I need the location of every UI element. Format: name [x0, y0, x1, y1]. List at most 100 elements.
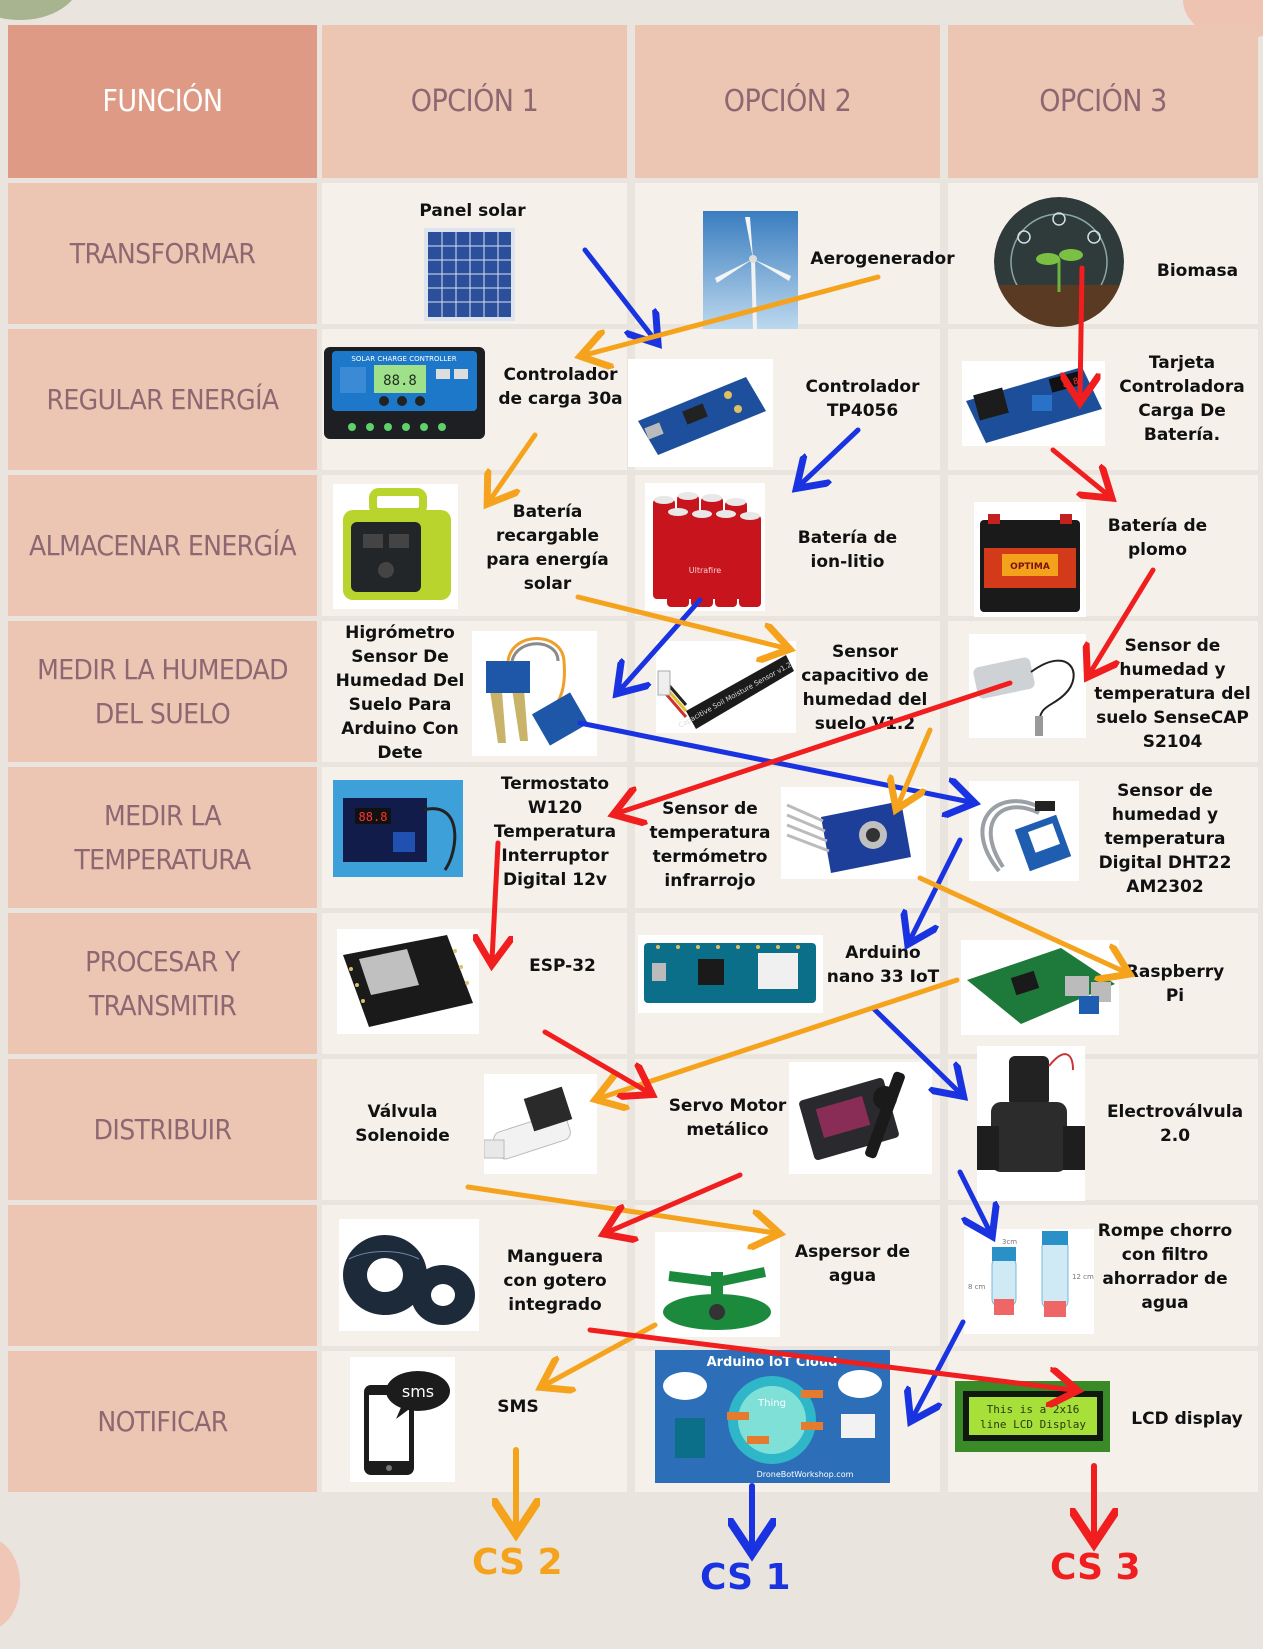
row-header: REGULAR ENERGÍA [8, 329, 317, 470]
capacitive-sensor-image: Capacitive Soil Moisture Sensor v1.2 [656, 641, 796, 733]
tp4056-image [628, 359, 773, 467]
label-aerogenerador: Aerogenerador [810, 249, 955, 269]
label-sensecap: Sensor de humedad y temperatura del suel… [1094, 636, 1251, 752]
hygrometer-image [472, 631, 597, 756]
arduino-nano-image [638, 935, 823, 1013]
cs2-label: CS 2 [472, 1542, 563, 1583]
row-header-label: DISTRIBUIR [93, 1112, 232, 1146]
arrow-cs2 [917, 875, 1125, 972]
row-header: NOTIFICAR [8, 1351, 317, 1492]
arrow-cs3 [608, 1172, 743, 1232]
filter-dim-3cm: 3cm [1002, 1238, 1017, 1246]
lithium-battery-image: Ultrafire [645, 483, 765, 611]
header-label: FUNCIÓN [102, 84, 223, 119]
filter-dim-12cm: 12 cm [1072, 1273, 1094, 1281]
lead-battery-image: OPTIMA [974, 502, 1086, 617]
label-sms: SMS [497, 1397, 539, 1417]
row-header-label: MEDIR LA HUMEDAD DEL SUELO [37, 653, 288, 730]
row-header-label: ALMACENAR ENERGÍA [29, 528, 297, 562]
arrow-cs1 [620, 597, 703, 690]
arrow-cs2 [575, 594, 785, 648]
thermostat-image: 88.8 [333, 780, 463, 877]
cs3-label: CS 3 [1050, 1547, 1141, 1588]
row-header: PROCESAR Y TRANSMITIR [8, 913, 317, 1054]
row-header: MEDIR LA TEMPERATURA [8, 767, 317, 908]
battery-brand-optima: OPTIMA [1010, 562, 1050, 572]
row-header [8, 1205, 317, 1346]
arrow-cs3 [618, 680, 1013, 813]
header-label: OPCIÓN 3 [1039, 84, 1167, 119]
arrow-cs2 [600, 977, 960, 1098]
label-valvula-solenoide: Válvula Solenoide [355, 1102, 450, 1146]
label-bateria-ion-litio: Batería de ion-litio [797, 528, 898, 572]
electrovalve-image [977, 1046, 1085, 1201]
solenoid-valve-image [484, 1074, 597, 1174]
solar-battery-image [333, 484, 458, 609]
row-header-label: NOTIFICAR [97, 1404, 228, 1438]
label-servo-motor: Servo Motor metálico [668, 1096, 787, 1140]
label-bateria-recargable: Batería recargable para energía solar [486, 502, 609, 594]
label-sensor-infrarrojo: Sensor de temperatura termómetro infrarr… [649, 799, 771, 891]
water-filter-image: 3cm 8 cm 12 cm [964, 1229, 1094, 1334]
arrow-cs1 [800, 427, 861, 485]
header-opcion-3: OPCIÓN 3 [948, 25, 1258, 178]
arrow-cs1 [870, 1005, 960, 1093]
label-bateria-plomo: Batería de plomo [1107, 516, 1208, 560]
header-funcion: FUNCIÓN [8, 25, 317, 178]
arrow-cs2 [898, 727, 933, 805]
header-label: OPCIÓN 1 [410, 84, 539, 119]
label-electrovalvula: Electroválvula 2.0 [1106, 1102, 1244, 1146]
arrow-cs2 [490, 432, 538, 500]
arduino-iot-cloud-image: Arduino IoT Cloud Thing DroneBotWorkshop.c… [655, 1350, 890, 1483]
label-biomasa: Biomasa [1156, 261, 1239, 281]
arrow-cs3 [587, 1327, 1073, 1390]
label-panel-solar: Panel solar [419, 201, 526, 221]
sms-bubble-text: sms [402, 1382, 434, 1401]
row-header-label: PROCESAR Y TRANSMITIR [85, 945, 240, 1022]
label-dht22: Sensor de humedad y temperatura Digital … [1098, 781, 1232, 897]
arrow-cs2 [585, 274, 881, 355]
sms-phone-image: sms [350, 1357, 455, 1482]
drip-hose-image [339, 1219, 479, 1331]
row-header: MEDIR LA HUMEDAD DEL SUELO [8, 621, 317, 762]
label-termostato: Termostato W120 Temperatura Interruptor … [493, 774, 617, 890]
row-header: ALMACENAR ENERGÍA [8, 475, 317, 616]
arrow-cs3 [1050, 447, 1108, 495]
row-header: TRANSFORMAR [8, 183, 317, 324]
lcd-line-2: line LCD Display [980, 1418, 1086, 1431]
header-opcion-1: OPCIÓN 1 [322, 25, 627, 178]
row-header-label: MEDIR LA TEMPERATURA [74, 799, 251, 876]
arrow-cs3 [1090, 567, 1156, 673]
label-aspersor: Aspersor de agua [794, 1242, 911, 1286]
charge-controller-image: SOLAR CHARGE CONTROLLER 88.8 [322, 343, 487, 443]
thermostat-digits: 88.8 [359, 810, 388, 824]
iot-credit-text: DroneBotWorkshop.com [757, 1470, 854, 1479]
label-higrometro: Higrómetro Sensor De Humedad Del Suelo P… [335, 623, 465, 763]
label-manguera: Manguera con gotero integrado [503, 1247, 607, 1315]
arrow-cs1 [582, 247, 655, 340]
arrow-cs1 [957, 1169, 990, 1232]
header-label: OPCIÓN 2 [723, 84, 852, 119]
battery-brand-text: Ultrafire [689, 566, 722, 575]
decor-blob [0, 1539, 20, 1629]
label-sensor-capacitivo: Sensor capacitivo de humedad del suelo V… [801, 642, 929, 734]
iot-thing-text: Thing [757, 1398, 786, 1409]
header-opcion-2: OPCIÓN 2 [635, 25, 940, 178]
label-tarjeta-carga: Tarjeta Controladora Carga De Batería. [1119, 353, 1245, 445]
solar-panel-image [422, 226, 517, 323]
cs1-label: CS 1 [700, 1557, 791, 1598]
controller-display-digits: 88.8 [383, 373, 417, 389]
arrow-cs1 [913, 1319, 966, 1417]
row-header-label: TRANSFORMAR [69, 236, 256, 270]
dht22-sensor-image [969, 781, 1079, 881]
infrared-sensor-image [781, 787, 926, 879]
arrow-cs3 [542, 1029, 648, 1092]
filter-dim-8cm: 8 cm [968, 1283, 986, 1291]
label-controlador-tp4056: Controlador TP4056 [805, 377, 920, 421]
row-header: DISTRIBUIR [8, 1059, 317, 1200]
row-header-label: REGULAR ENERGÍA [46, 382, 279, 416]
arrow-cs3 [1080, 265, 1082, 398]
label-raspberry-pi: Raspberry Pi [1125, 962, 1225, 1006]
solar-controller-caption: SOLAR CHARGE CONTROLLER [351, 355, 456, 363]
